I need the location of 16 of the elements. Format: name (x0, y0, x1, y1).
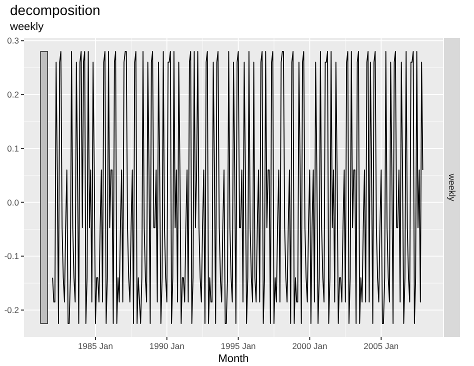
x-tick-label: 1995 Jan (220, 341, 256, 351)
y-tick-label: 0.0 (7, 197, 20, 208)
line-series (52, 51, 424, 324)
x-tick-label: 1990 Jan (149, 341, 185, 351)
chart-subtitle: weekly (9, 21, 44, 33)
y-tick-label: -0.1 (4, 251, 20, 262)
y-tick-label: -0.2 (4, 305, 20, 316)
y-tick-label: 0.1 (7, 143, 20, 154)
x-tick-label: 2005 Jan (364, 341, 399, 351)
x-tick-label: 2000 Jan (292, 341, 328, 351)
y-tick-label: 0.2 (7, 90, 20, 100)
chart-title: decomposition (10, 2, 100, 18)
x-tick-label: 1985 Jan (78, 341, 114, 351)
y-tick-label: 0.3 (7, 36, 20, 46)
text: weekly (447, 172, 457, 202)
x-axis-title: Month (218, 353, 249, 365)
